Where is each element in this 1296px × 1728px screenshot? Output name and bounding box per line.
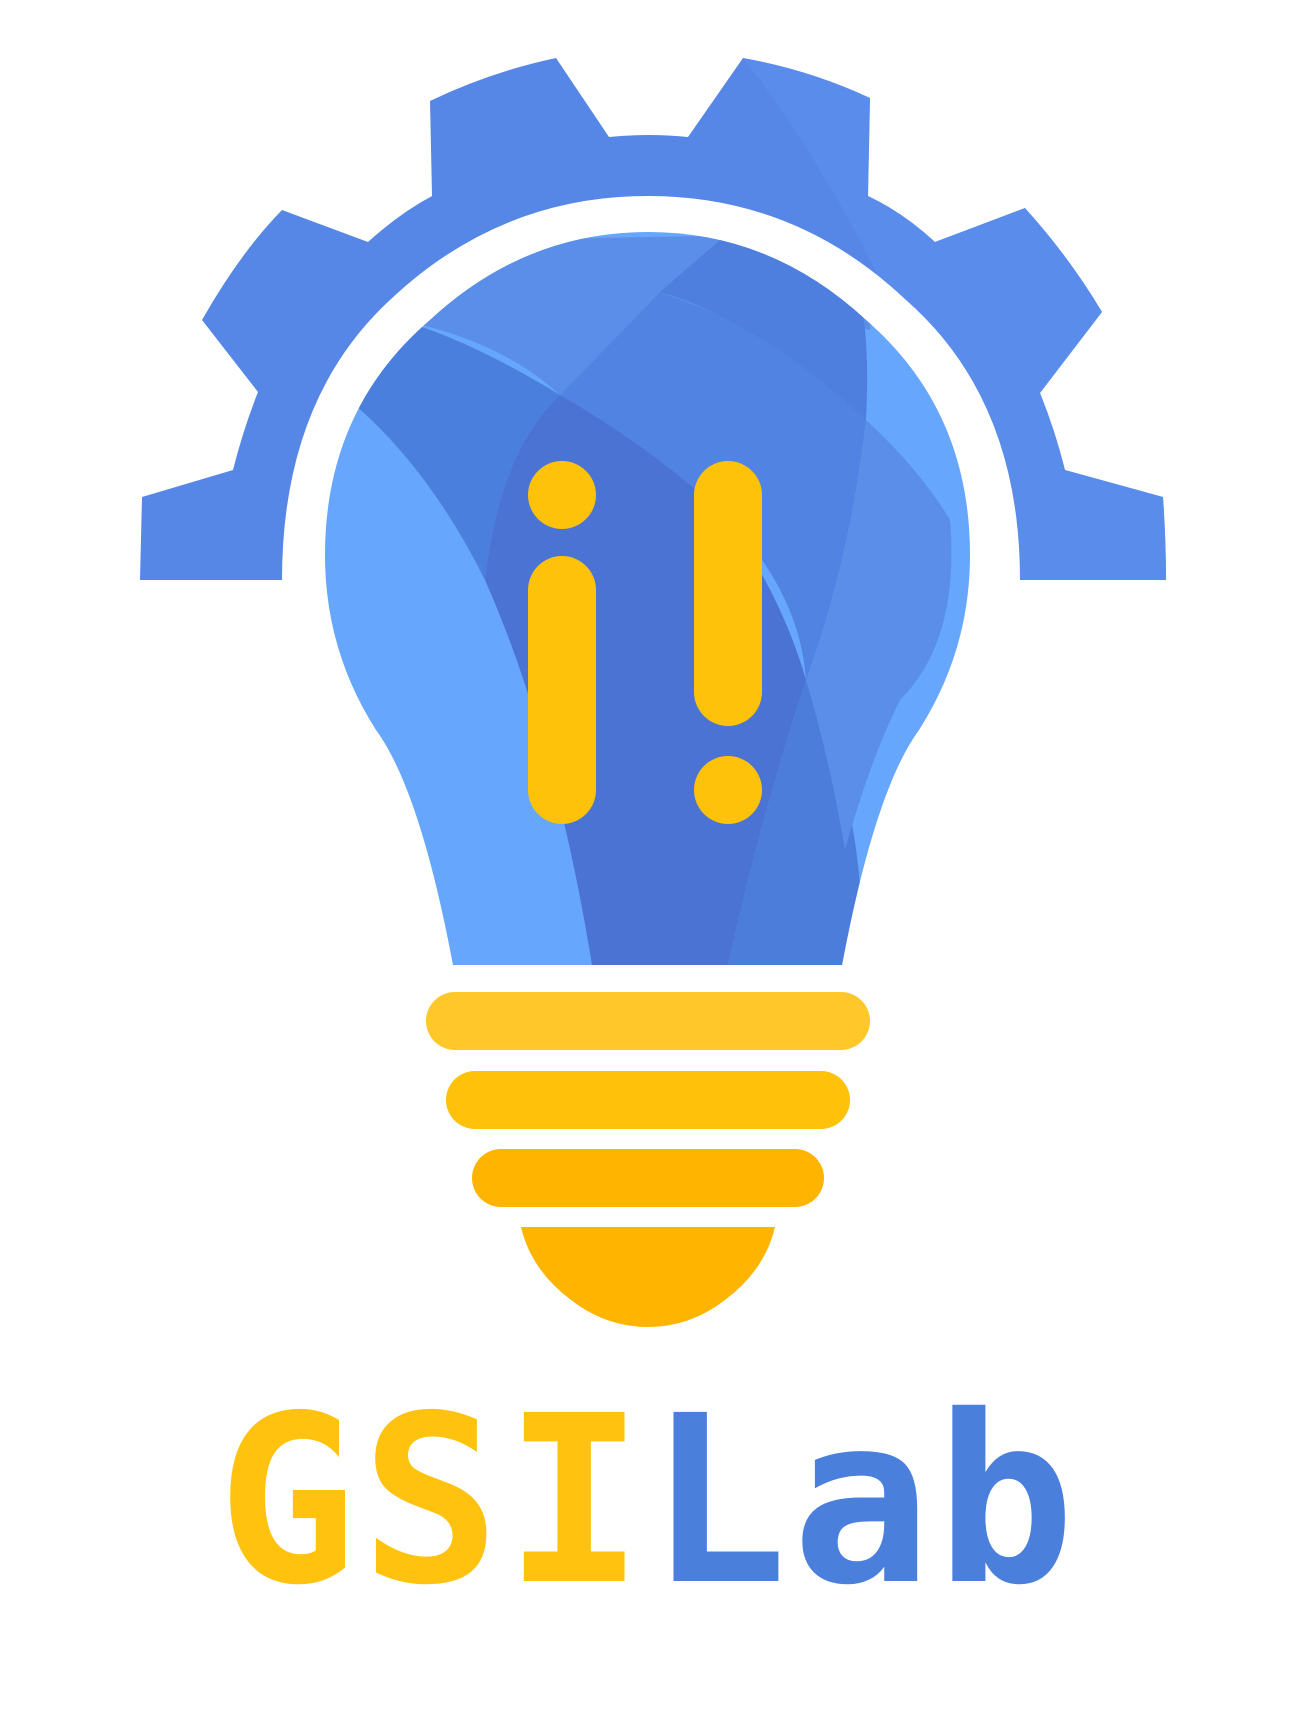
- bulb-base-icon: [426, 992, 870, 1327]
- i-exclamation-icon: [528, 461, 762, 824]
- wordmark-gsi: GSI: [216, 1366, 648, 1636]
- wordmark-lab: Lab: [648, 1366, 1080, 1636]
- wordmark: GSILab: [0, 1385, 1296, 1617]
